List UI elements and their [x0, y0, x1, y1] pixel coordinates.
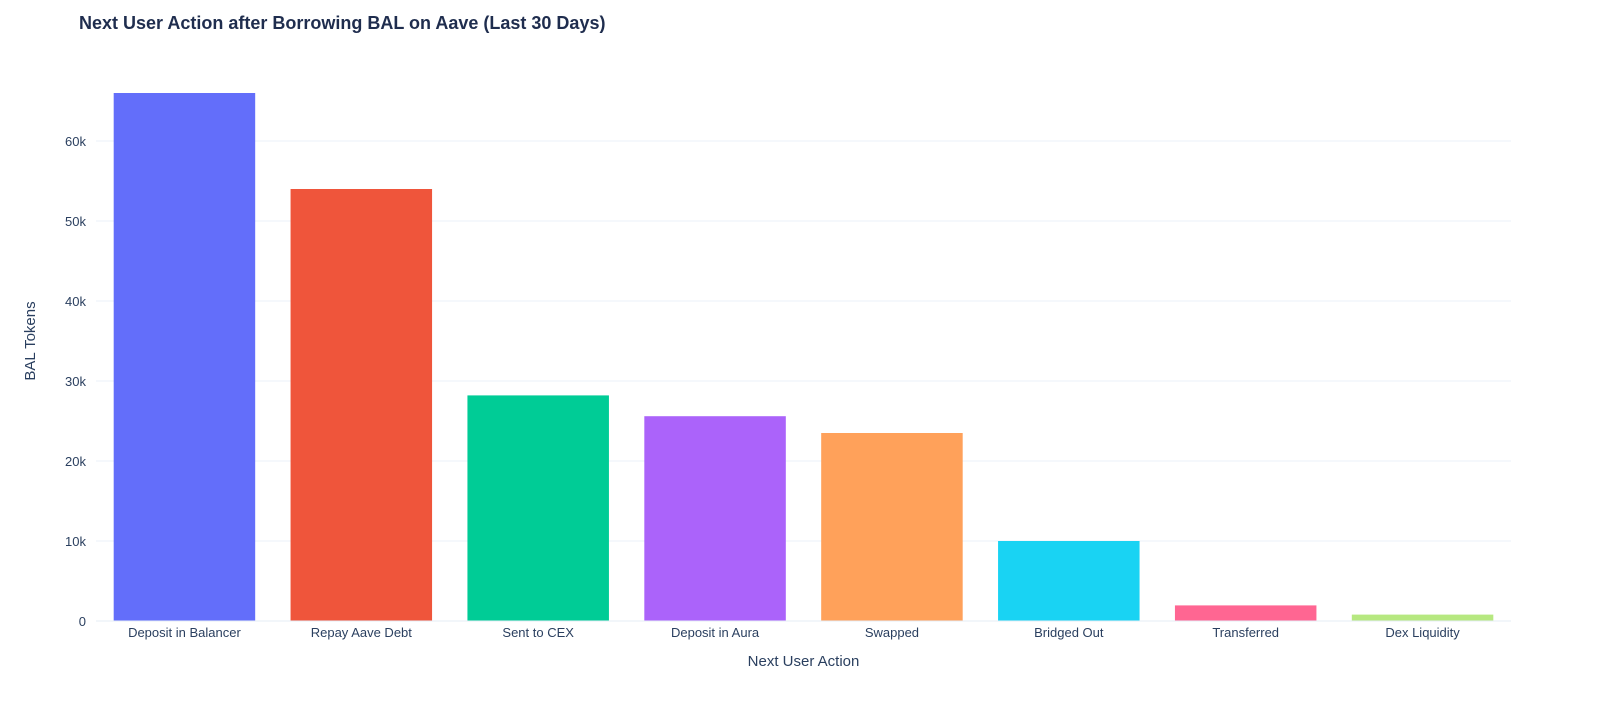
bar-deposit-in-balancer — [113, 93, 256, 621]
x-tick-label: Bridged Out — [1034, 625, 1104, 640]
y-axis-ticks: 0 10k 20k 30k 40k 50k 60k — [65, 134, 86, 629]
x-tick-label: Swapped — [865, 625, 919, 640]
bar-bridged-out — [998, 541, 1140, 621]
gridlines — [96, 140, 1511, 542]
y-tick-label: 60k — [65, 134, 86, 149]
x-tick-label: Deposit in Aura — [671, 625, 760, 640]
bar-repay-aave-debt — [290, 189, 433, 621]
y-tick-label: 20k — [65, 454, 86, 469]
bars — [113, 93, 1494, 621]
bar-swapped — [821, 433, 963, 621]
bar-transferred — [1174, 605, 1317, 621]
x-tick-label: Transferred — [1212, 625, 1279, 640]
bar-dex-liquidity — [1351, 614, 1494, 621]
x-tick-label: Sent to CEX — [502, 625, 574, 640]
x-axis-ticks: Deposit in Balancer Repay Aave Debt Sent t… — [128, 625, 1460, 640]
x-axis-title: Next User Action — [748, 653, 860, 670]
y-axis-title: BAL Tokens — [22, 301, 39, 380]
x-tick-label: Dex Liquidity — [1385, 625, 1460, 640]
bar-deposit-in-aura — [644, 416, 786, 621]
x-tick-label: Deposit in Balancer — [128, 625, 241, 640]
y-tick-label: 40k — [65, 294, 86, 309]
y-tick-label: 30k — [65, 374, 86, 389]
y-tick-label: 0 — [79, 614, 86, 629]
x-tick-label: Repay Aave Debt — [311, 625, 413, 640]
chart-title: Next User Action after Borrowing BAL on … — [79, 13, 606, 33]
bar-sent-to-cex — [467, 395, 609, 621]
y-tick-label: 10k — [65, 534, 86, 549]
y-tick-label: 50k — [65, 214, 86, 229]
